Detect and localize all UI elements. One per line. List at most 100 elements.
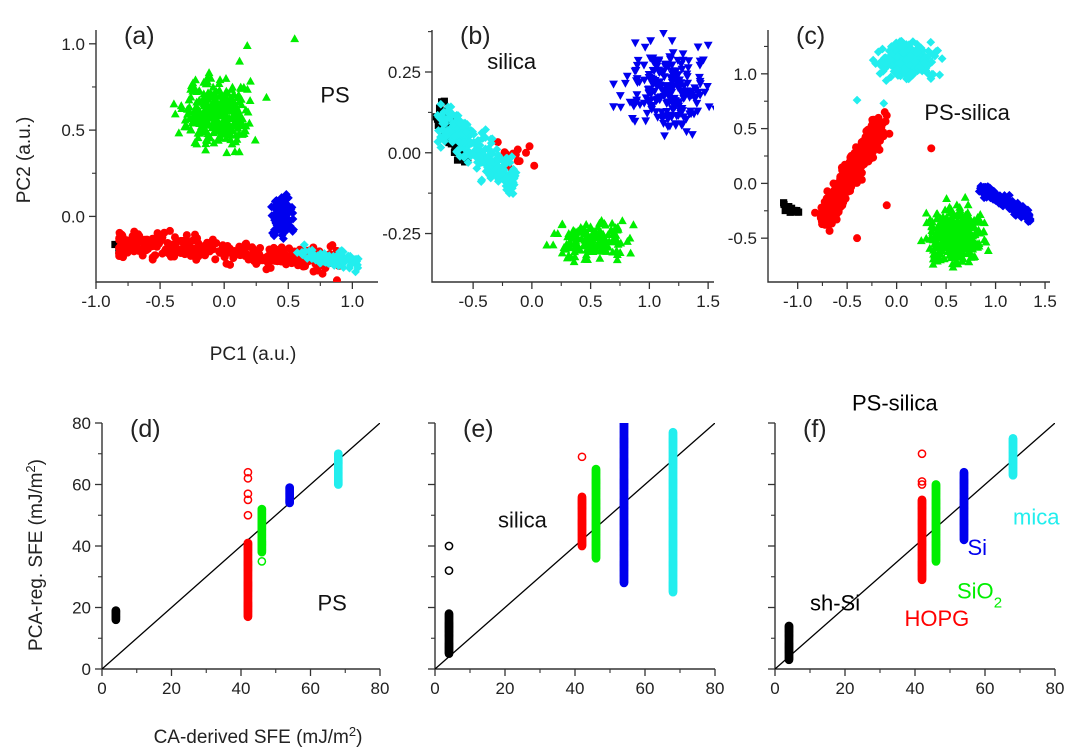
panel-label: (c)	[796, 22, 825, 50]
green-point	[595, 253, 605, 262]
x-tick-label: 80	[706, 679, 725, 698]
green-point	[963, 234, 973, 243]
green-point	[257, 504, 267, 514]
red-point	[917, 480, 927, 489]
green-point	[611, 223, 621, 231]
cyan-point	[329, 261, 339, 270]
green-point	[938, 212, 948, 221]
cyan-point	[881, 76, 891, 86]
green-point	[938, 216, 948, 225]
blue-point	[619, 423, 629, 428]
black-point	[444, 566, 454, 575]
green-point	[960, 215, 970, 224]
blue-point	[668, 49, 678, 58]
cyan-point	[910, 57, 920, 67]
y-tick-label: 0	[82, 660, 91, 679]
red-point	[326, 242, 335, 251]
red-point	[869, 128, 878, 137]
axis-spines	[767, 30, 1050, 283]
green-point	[222, 94, 232, 103]
cyan-point	[328, 254, 338, 264]
blue-point	[663, 123, 673, 132]
data-marks	[435, 423, 715, 669]
cyan-point	[1008, 434, 1018, 443]
red-point	[577, 452, 587, 462]
green-point	[932, 214, 942, 223]
cyan-point	[487, 149, 497, 158]
green-point	[983, 246, 993, 255]
blue-point	[632, 91, 642, 100]
panel-e: 0 20 40 60 80 (e) silica	[428, 415, 724, 698]
red-point	[513, 145, 522, 154]
blue-point	[703, 41, 713, 50]
green-point	[612, 255, 622, 264]
blue-point	[695, 73, 704, 82]
blue-point	[274, 210, 284, 219]
x-tick-label: 1.0	[341, 292, 365, 311]
cyan-point	[448, 137, 457, 147]
y-tick-label: 60	[72, 476, 91, 495]
x-tick-label: 0.0	[885, 292, 909, 311]
cyan-point	[440, 127, 450, 137]
red-point	[513, 157, 522, 166]
red-point	[857, 175, 866, 184]
blue-point	[288, 227, 298, 236]
green-point	[945, 237, 955, 246]
green-point	[180, 115, 190, 124]
y-tick-label: 0.25	[388, 63, 421, 82]
green-point	[170, 109, 180, 118]
red-point	[493, 138, 502, 147]
black-point	[111, 240, 119, 249]
blue-point	[674, 111, 683, 120]
green-point	[617, 216, 627, 225]
blue-point	[640, 43, 650, 52]
cyan-point	[901, 40, 911, 49]
blue-point	[959, 467, 969, 477]
red-point	[243, 510, 253, 520]
green-point	[916, 236, 926, 245]
cyan-point	[477, 128, 487, 138]
blue-point	[663, 85, 673, 94]
red-point	[885, 129, 894, 138]
red-point	[577, 492, 587, 502]
green-point	[964, 257, 974, 266]
panel-a: -1.0 -0.5 0.0 0.5 1.0 0.0 0.5 1.0 (a) PS	[61, 22, 378, 311]
red-point	[287, 259, 296, 268]
red-point	[851, 155, 860, 164]
red-point	[170, 233, 179, 242]
red-point	[332, 276, 341, 282]
x-tick-label: 0.0	[520, 292, 544, 311]
cyan-point	[504, 188, 514, 198]
green-point	[601, 220, 610, 229]
green-point	[215, 85, 224, 94]
blue-point	[646, 74, 656, 83]
x-tick-label: 80	[1046, 679, 1065, 698]
blue-point	[616, 103, 626, 112]
blue-point	[646, 37, 656, 46]
red-point	[269, 251, 278, 260]
blue-point	[272, 199, 282, 209]
cyan-point	[465, 130, 475, 140]
green-point	[945, 202, 954, 211]
green-point	[208, 82, 218, 91]
green-point	[250, 135, 260, 144]
annotation: silica	[498, 508, 548, 533]
x-tick-label: 0.5	[934, 292, 958, 311]
cyan-point	[452, 147, 461, 157]
blue-point	[281, 189, 291, 199]
green-point	[227, 105, 236, 114]
y-tick-label: -0.25	[382, 225, 421, 244]
cyan-point	[885, 55, 895, 65]
panel-label: (a)	[124, 22, 155, 50]
red-point	[831, 194, 840, 203]
green-point	[212, 98, 222, 107]
x-tick-label: 40	[566, 679, 585, 698]
cyan-point	[887, 42, 896, 52]
data-marks	[780, 36, 1035, 271]
cyan-point	[452, 122, 462, 132]
green-point	[169, 99, 179, 108]
green-point	[596, 244, 606, 253]
green-point	[174, 128, 184, 137]
green-point	[948, 211, 957, 220]
green-point	[970, 229, 980, 238]
